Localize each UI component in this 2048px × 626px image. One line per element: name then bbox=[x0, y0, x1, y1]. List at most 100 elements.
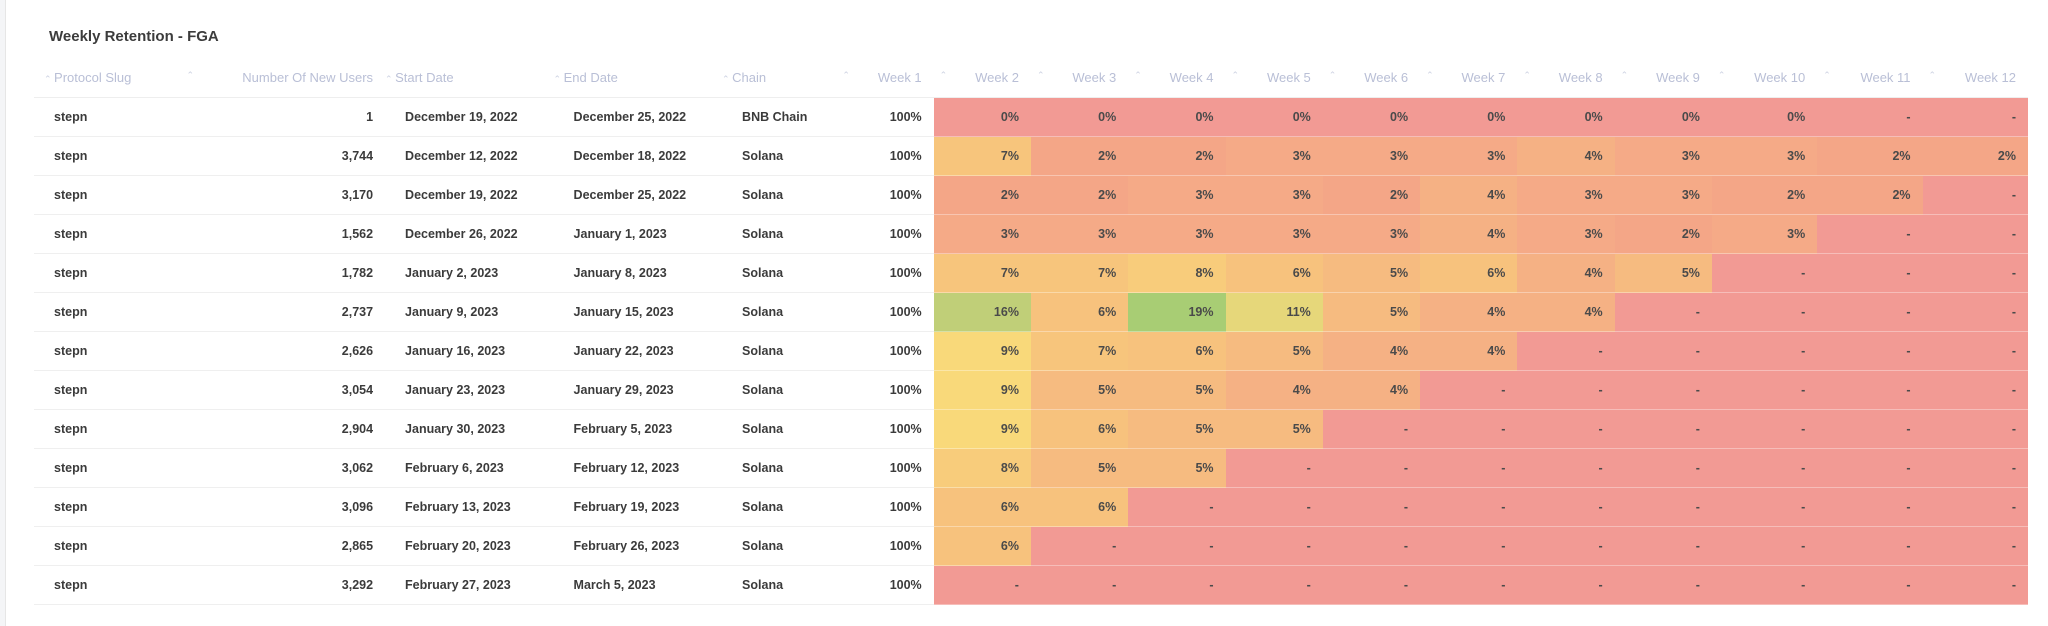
column-header-week-10[interactable]: Week 10 ⌃ bbox=[1711, 58, 1818, 98]
column-header-week-4[interactable]: Week 4 ⌃ bbox=[1128, 58, 1226, 98]
retention-cell-week-2: 2% bbox=[933, 175, 1031, 215]
protocol-slug-cell: stepn bbox=[34, 175, 181, 215]
protocol-slug-cell: stepn bbox=[34, 331, 181, 371]
sort-arrow-icon[interactable]: ⌃ bbox=[1328, 70, 1337, 80]
retention-cell-week-7: - bbox=[1420, 409, 1518, 449]
sort-arrow-icon[interactable]: ⌃ bbox=[939, 70, 948, 80]
column-header-end-date[interactable]: ⌃ End Date bbox=[553, 58, 723, 98]
column-header-week-3[interactable]: Week 3 ⌃ bbox=[1030, 58, 1129, 98]
retention-cell-week-7: 4% bbox=[1420, 292, 1518, 332]
sort-arrow-icon[interactable]: ⌃ bbox=[1036, 70, 1045, 80]
retention-cell-week-6: - bbox=[1322, 526, 1421, 566]
sort-arrow-icon[interactable]: ⌃ bbox=[186, 70, 194, 80]
retention-cell-week-12: 2% bbox=[1922, 136, 2028, 176]
new-users-cell: 2,904 bbox=[180, 409, 386, 449]
column-header-week-6[interactable]: Week 6 ⌃ bbox=[1322, 58, 1421, 98]
sort-arrow-icon[interactable]: ⌃ bbox=[1523, 70, 1531, 80]
retention-cell-week-5: - bbox=[1225, 448, 1323, 488]
retention-cell-week-12: - bbox=[1922, 565, 2028, 605]
end-date-cell: January 29, 2023 bbox=[553, 370, 723, 410]
retention-cell-week-10: - bbox=[1711, 487, 1818, 527]
retention-cell-week-12: - bbox=[1922, 175, 2028, 215]
sort-arrow-icon[interactable]: ⌃ bbox=[1426, 70, 1434, 80]
retention-cell-week-6: 2% bbox=[1322, 175, 1421, 215]
column-header-protocol-slug[interactable]: ⌃ Protocol Slug bbox=[34, 58, 181, 98]
column-header-number-of-new-users[interactable]: Number Of New Users ⌃ bbox=[180, 58, 386, 98]
retention-cell-week-12: - bbox=[1922, 409, 2028, 449]
week-1-cell: 100% bbox=[836, 253, 934, 293]
sort-arrow-icon[interactable]: ⌃ bbox=[1134, 70, 1142, 80]
retention-panel: Weekly Retention - FGA ⌃ Protocol Slug Nu… bbox=[5, 0, 2048, 626]
retention-cell-week-12: - bbox=[1922, 292, 2028, 332]
column-header-start-date[interactable]: ⌃ Start Date bbox=[385, 58, 554, 98]
retention-cell-week-11: - bbox=[1817, 370, 1923, 410]
end-date-cell: January 22, 2023 bbox=[553, 331, 723, 371]
retention-cell-week-8: - bbox=[1517, 448, 1615, 488]
column-header-label: Protocol Slug bbox=[54, 70, 132, 85]
panel-title: Weekly Retention - FGA bbox=[49, 28, 219, 45]
column-header-week-5[interactable]: Week 5 ⌃ bbox=[1225, 58, 1323, 98]
table-body: stepn 1 December 19, 2022 December 25, 2022… bbox=[34, 97, 2028, 605]
column-header-week-8[interactable]: Week 8 ⌃ bbox=[1517, 58, 1615, 98]
retention-cell-week-5: - bbox=[1225, 526, 1323, 566]
retention-cell-week-10: - bbox=[1711, 448, 1818, 488]
chain-cell: Solana bbox=[722, 253, 837, 293]
sort-arrow-icon[interactable]: ⌃ bbox=[553, 74, 564, 84]
chain-cell: Solana bbox=[722, 565, 837, 605]
chain-cell: Solana bbox=[722, 526, 837, 566]
week-1-cell: 100% bbox=[836, 370, 934, 410]
column-header-label: Week 3 bbox=[1072, 70, 1117, 85]
retention-cell-week-8: - bbox=[1517, 487, 1615, 527]
sort-arrow-icon[interactable]: ⌃ bbox=[722, 74, 733, 84]
sort-arrow-icon[interactable]: ⌃ bbox=[385, 74, 396, 84]
protocol-slug-cell: stepn bbox=[34, 214, 181, 254]
retention-cell-week-4: 3% bbox=[1128, 175, 1226, 215]
sort-arrow-icon[interactable]: ⌃ bbox=[1620, 70, 1629, 80]
protocol-slug-cell: stepn bbox=[34, 136, 181, 176]
chain-cell: Solana bbox=[722, 136, 837, 176]
retention-cell-week-10: 3% bbox=[1711, 214, 1818, 254]
new-users-cell: 3,744 bbox=[180, 136, 386, 176]
retention-cell-week-2: 16% bbox=[933, 292, 1031, 332]
sort-arrow-icon[interactable]: ⌃ bbox=[1928, 70, 1937, 80]
retention-cell-week-3: 6% bbox=[1030, 292, 1129, 332]
table-row: stepn 3,292 February 27, 2023 March 5, 2023… bbox=[34, 565, 2028, 605]
retention-cell-week-7: 6% bbox=[1420, 253, 1518, 293]
sort-arrow-icon[interactable]: ⌃ bbox=[842, 70, 850, 80]
retention-cell-week-10: - bbox=[1711, 526, 1818, 566]
column-header-label: Week 9 bbox=[1656, 70, 1700, 85]
retention-cell-week-7: 4% bbox=[1420, 214, 1518, 254]
retention-cell-week-10: - bbox=[1711, 565, 1818, 605]
sort-arrow-icon[interactable]: ⌃ bbox=[1823, 70, 1831, 80]
column-header-chain[interactable]: ⌃ Chain bbox=[722, 58, 837, 98]
protocol-slug-cell: stepn bbox=[34, 565, 181, 605]
retention-cell-week-7: 0% bbox=[1420, 97, 1518, 137]
retention-cell-week-11: 2% bbox=[1817, 175, 1923, 215]
column-header-label: Week 10 bbox=[1754, 70, 1806, 85]
table-row: stepn 1,782 January 2, 2023 January 8, 2023… bbox=[34, 253, 2028, 293]
retention-cell-week-6: 3% bbox=[1322, 214, 1421, 254]
retention-cell-week-11: - bbox=[1817, 526, 1923, 566]
sort-arrow-icon[interactable]: ⌃ bbox=[1231, 70, 1240, 80]
protocol-slug-cell: stepn bbox=[34, 97, 181, 137]
retention-cell-week-6: 4% bbox=[1322, 370, 1421, 410]
new-users-cell: 3,170 bbox=[180, 175, 386, 215]
sort-arrow-icon[interactable]: ⌃ bbox=[1717, 70, 1726, 80]
retention-cell-week-2: 6% bbox=[933, 487, 1031, 527]
column-header-week-2[interactable]: Week 2 ⌃ bbox=[933, 58, 1031, 98]
week-1-cell: 100% bbox=[836, 292, 934, 332]
end-date-cell: December 25, 2022 bbox=[553, 175, 723, 215]
column-header-week-11[interactable]: Week 11 ⌃ bbox=[1817, 58, 1923, 98]
retention-cell-week-2: 9% bbox=[933, 370, 1031, 410]
column-header-week-12[interactable]: Week 12 ⌃ bbox=[1922, 58, 2028, 98]
sort-arrow-icon[interactable]: ⌃ bbox=[44, 74, 55, 84]
column-header-week-1[interactable]: Week 1 ⌃ bbox=[836, 58, 934, 98]
retention-cell-week-8: - bbox=[1517, 409, 1615, 449]
protocol-slug-cell: stepn bbox=[34, 448, 181, 488]
retention-cell-week-2: 0% bbox=[933, 97, 1031, 137]
column-header-week-9[interactable]: Week 9 ⌃ bbox=[1614, 58, 1712, 98]
column-header-week-7[interactable]: Week 7 ⌃ bbox=[1420, 58, 1518, 98]
retention-cell-week-4: - bbox=[1128, 487, 1226, 527]
retention-cell-week-10: 2% bbox=[1711, 175, 1818, 215]
retention-cell-week-9: 2% bbox=[1614, 214, 1712, 254]
